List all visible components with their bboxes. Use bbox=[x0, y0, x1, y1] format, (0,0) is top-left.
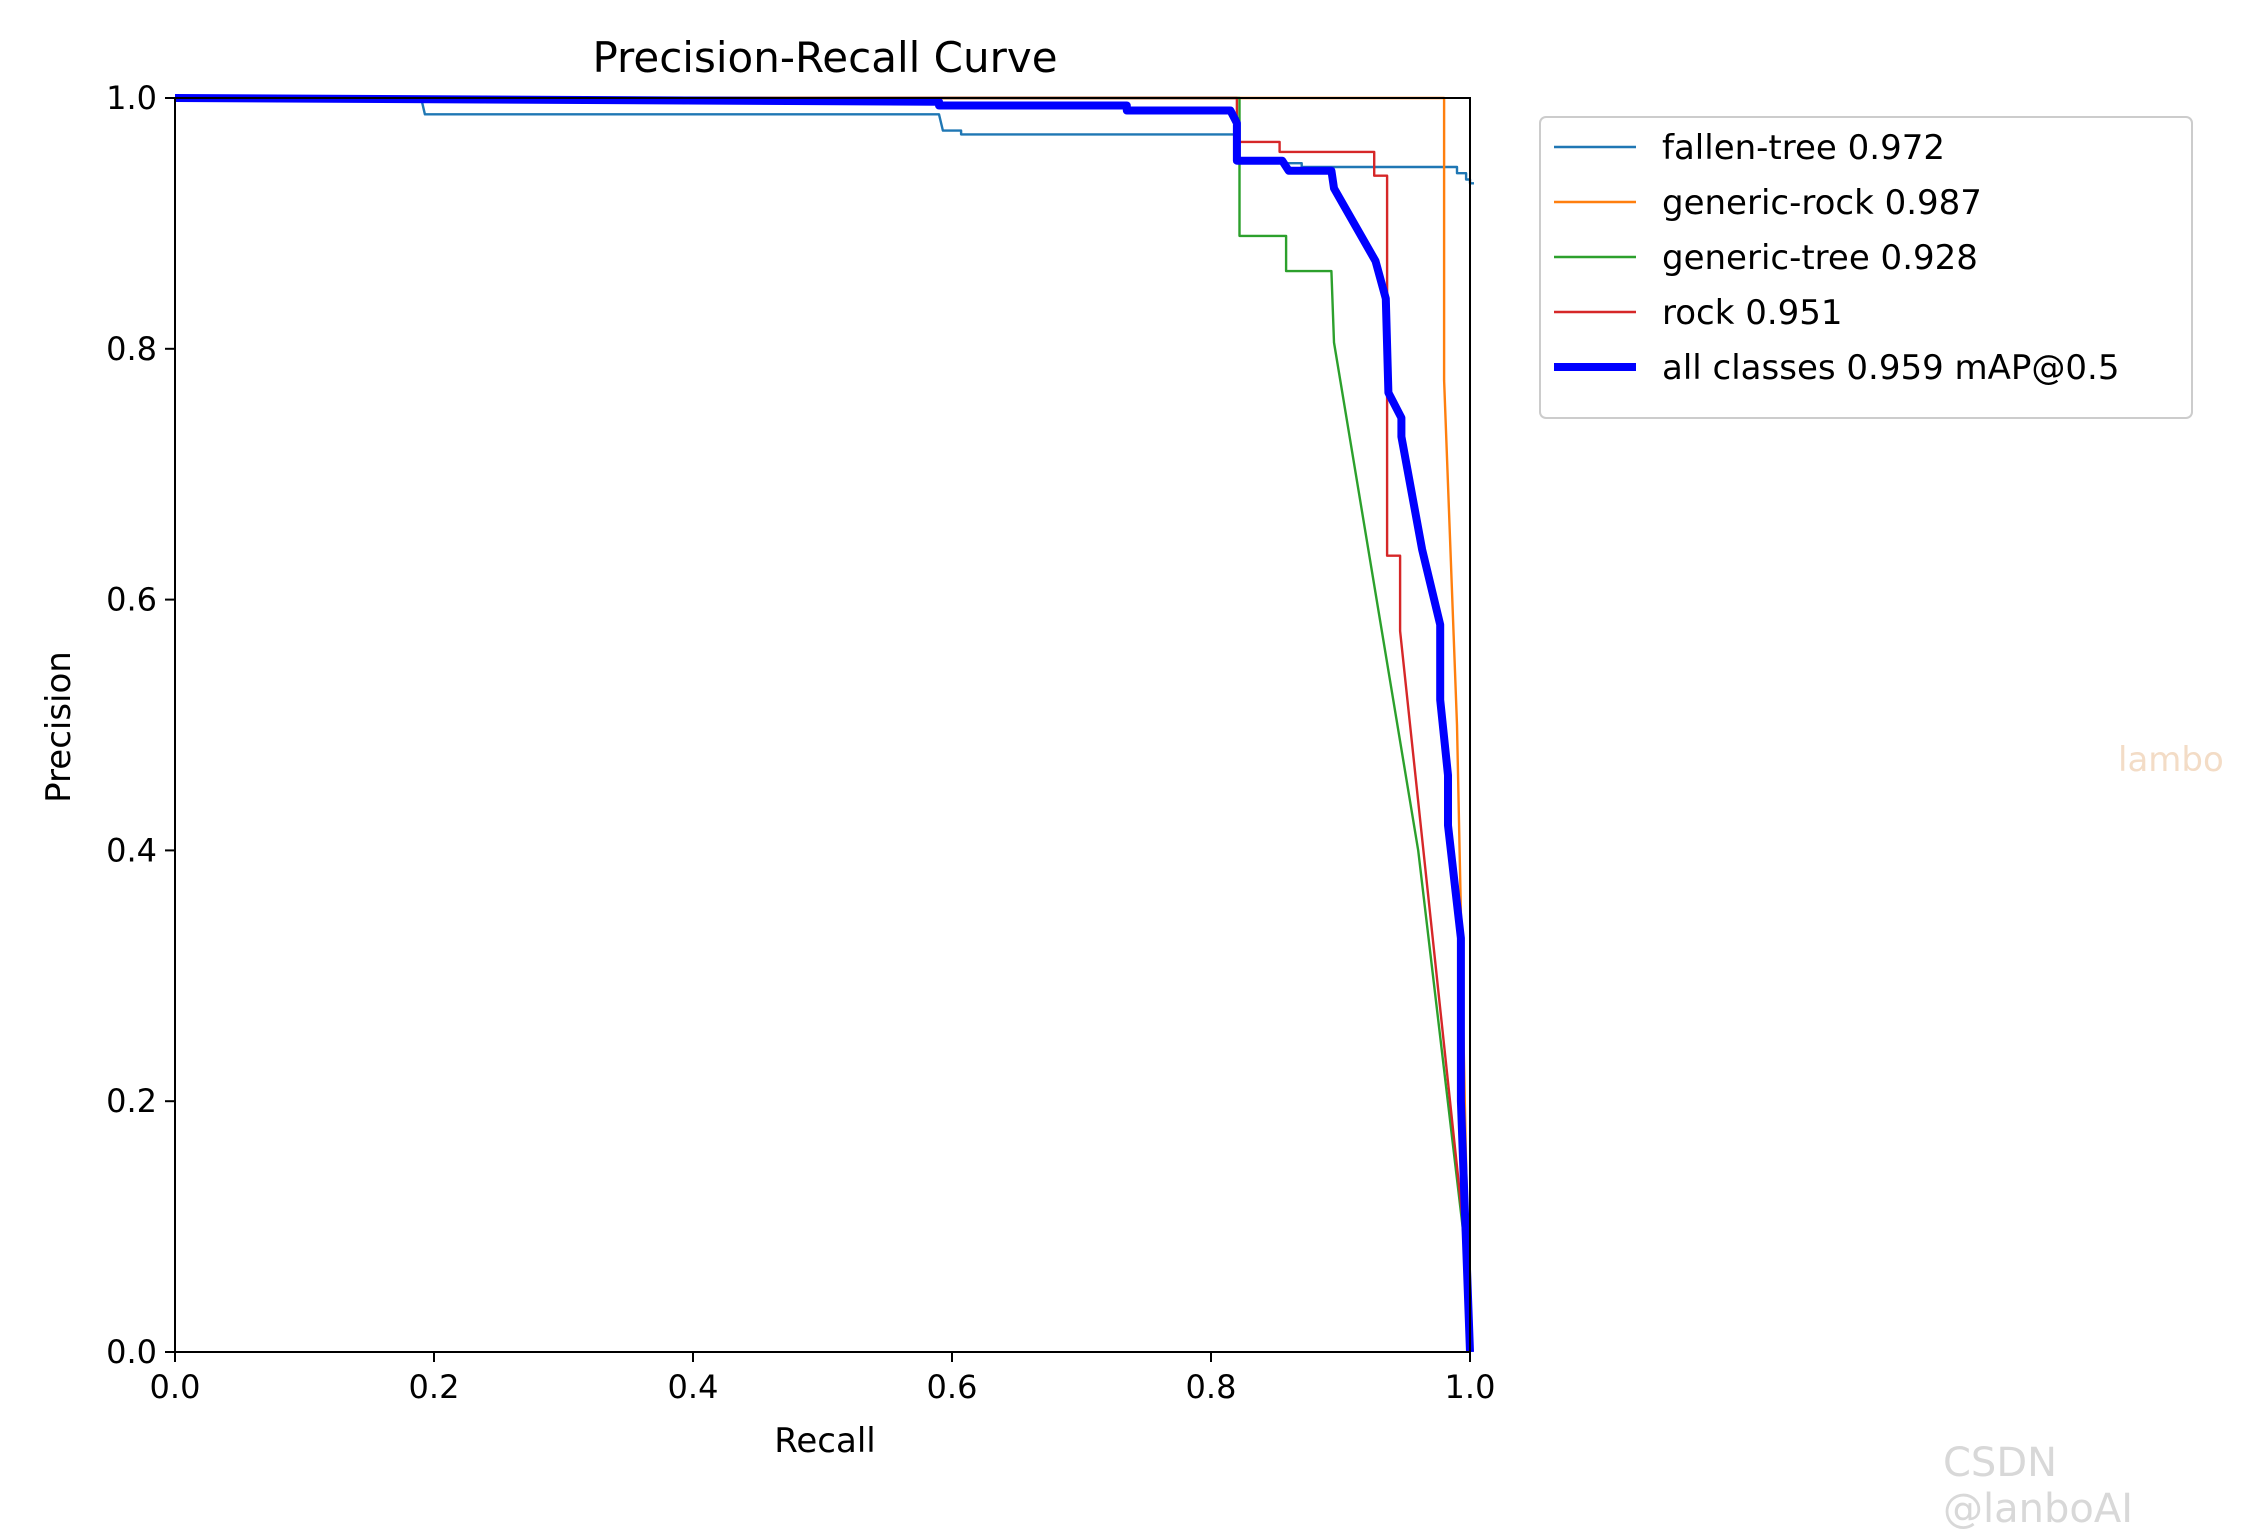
legend-label-1: generic-rock 0.987 bbox=[1662, 183, 1982, 223]
plot-area: 0.0 0.2 0.4 0.6 0.8 1.0 0.0 0.2 0.4 0.6 0.8 1.0 bbox=[106, 79, 1495, 1406]
y-tick-label: 1.0 bbox=[106, 79, 157, 117]
series-line-0 bbox=[175, 96, 1474, 185]
series-line-4 bbox=[175, 94, 1474, 1353]
y-tick-label: 0.8 bbox=[106, 330, 157, 368]
legend-label-3: rock 0.951 bbox=[1662, 293, 1843, 333]
y-tick-label: 0.4 bbox=[106, 831, 157, 869]
legend-label-4: all classes 0.959 mAP@0.5 bbox=[1662, 348, 2119, 388]
x-tick-label: 0.4 bbox=[668, 1368, 719, 1406]
x-axis-label: Recall bbox=[774, 1421, 875, 1461]
legend-label-0: fallen-tree 0.972 bbox=[1662, 128, 1945, 168]
watermark-footer: CSDN @lanboAI bbox=[1943, 1440, 2133, 1532]
x-tick-label: 0.6 bbox=[927, 1368, 978, 1406]
x-tick-label: 0.8 bbox=[1186, 1368, 1237, 1406]
legend-box bbox=[1539, 116, 2193, 419]
pr-curve-chart: Precision-Recall Curve 0.0 0.2 0.4 0.6 0.8 1.… bbox=[39, 33, 2193, 1461]
series-line-1 bbox=[175, 96, 1472, 1353]
series-line-3 bbox=[175, 96, 1472, 1352]
y-tick-label: 0.0 bbox=[106, 1333, 157, 1371]
plot-frame bbox=[174, 97, 1471, 1353]
x-tick-label: 1.0 bbox=[1445, 1368, 1496, 1406]
x-tick-label: 0.2 bbox=[409, 1368, 460, 1406]
y-tick-label: 0.2 bbox=[106, 1082, 157, 1120]
legend-label-2: generic-tree 0.928 bbox=[1662, 238, 1978, 278]
chart-title: Precision-Recall Curve bbox=[592, 33, 1057, 82]
y-tick-label: 0.6 bbox=[106, 581, 157, 619]
y-axis-label: Precision bbox=[39, 651, 79, 803]
legend: fallen-tree 0.972 generic-rock 0.987 gener… bbox=[1539, 116, 2193, 419]
watermark-faint: lambo bbox=[2118, 740, 2224, 780]
series-line-2 bbox=[175, 96, 1472, 1352]
x-tick-label: 0.0 bbox=[150, 1368, 201, 1406]
